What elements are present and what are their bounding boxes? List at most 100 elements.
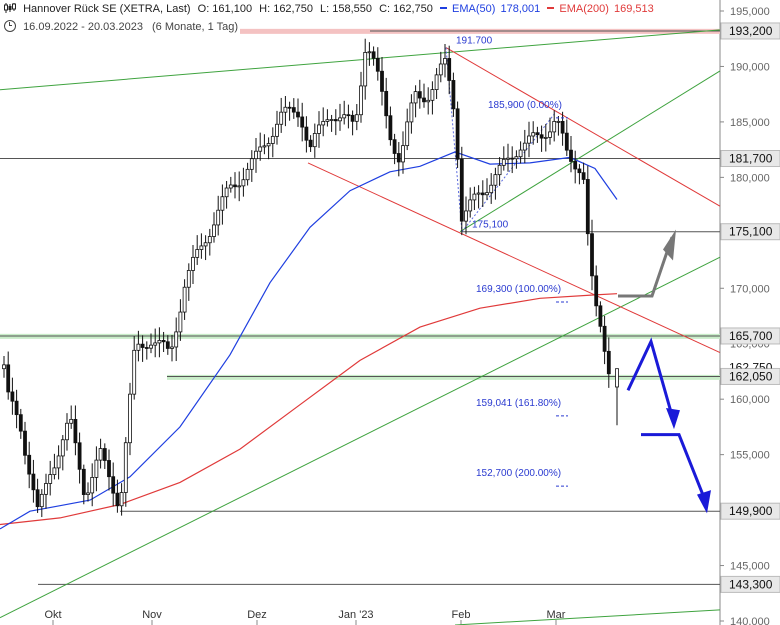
candle-down <box>333 119 338 122</box>
candle-up <box>48 474 53 484</box>
ema50-legend-label: EMA(50) <box>452 3 496 15</box>
candle-down <box>35 489 40 508</box>
candle-up <box>426 99 431 103</box>
candle-down <box>598 305 603 327</box>
candle-down <box>539 134 544 139</box>
blue-scenario-arrow-2 <box>641 433 707 501</box>
chart-title: Hannover Rück SE (XETRA, Last) <box>23 3 191 15</box>
candle-down <box>296 111 300 118</box>
candle-up <box>321 121 326 126</box>
candle-up <box>153 342 158 346</box>
level-box-label: 175,100 <box>729 225 773 239</box>
candle-down <box>161 340 166 343</box>
annotations-layer: 191.700 185,900 (0.00%) 175,100 169,300 (10… <box>456 36 568 487</box>
candle-up <box>241 179 246 187</box>
fib-label: 152,700 (200.00%) <box>476 468 561 479</box>
candle-up <box>199 245 204 250</box>
candle-down <box>115 492 120 507</box>
candle-down <box>392 139 397 154</box>
candle-up <box>186 270 191 288</box>
candle-up <box>65 422 69 441</box>
candle-up <box>132 349 137 395</box>
x-tick-label: Dez <box>247 609 267 621</box>
candle-up <box>434 74 439 90</box>
last-candle-body <box>615 368 619 388</box>
blue-scenario-arrow-1 <box>626 337 675 420</box>
candle-up <box>413 91 418 104</box>
candle-up <box>283 106 288 113</box>
gray-arrowhead <box>663 229 676 261</box>
candle-down <box>585 179 590 235</box>
candle-up <box>501 158 506 166</box>
ema200-legend-label: EMA(200) <box>559 3 609 15</box>
candle-up <box>401 145 405 163</box>
candle-up <box>317 124 321 134</box>
candle-up <box>149 344 153 349</box>
candle-down <box>23 430 27 456</box>
candle-up <box>203 242 208 247</box>
candle-up <box>86 492 90 495</box>
candlestick-chart-icon <box>4 3 16 13</box>
candle-up <box>228 184 233 189</box>
green-trendline-top <box>0 29 721 91</box>
candle-up <box>342 114 347 119</box>
candle-up <box>430 89 435 101</box>
green-trendline-bottom <box>454 609 721 625</box>
y-tick-label: 190,000 <box>730 61 770 73</box>
candle-up <box>224 187 229 198</box>
ema50-legend-value: 178,001 <box>500 3 541 15</box>
candle-up <box>405 121 410 147</box>
candle-down <box>606 350 611 375</box>
candle-up <box>266 143 271 147</box>
chart-header: Hannover Rück SE (XETRA, Last) O: 161,10… <box>4 3 658 17</box>
candle-down <box>346 114 351 117</box>
level-box <box>720 22 780 40</box>
level-box <box>720 502 780 520</box>
candle-down <box>577 168 582 174</box>
candle-down <box>73 418 78 444</box>
candle-up <box>94 459 99 478</box>
candle-up <box>182 286 187 313</box>
candle-up <box>543 136 548 139</box>
candle-up <box>443 58 447 65</box>
support-zone-162 <box>167 374 720 380</box>
fib-label: 185,900 (0.00%) <box>488 100 562 111</box>
ema-layer <box>0 151 618 530</box>
candle-down <box>165 341 170 349</box>
level-box <box>720 150 780 168</box>
x-tick-label: Jan '23 <box>338 609 373 621</box>
candle-up <box>52 467 57 476</box>
candle-down <box>18 414 23 432</box>
fib-label: 175,100 <box>472 220 509 231</box>
candle-up <box>90 477 95 494</box>
grid-layer <box>52 0 724 625</box>
candle-down <box>455 108 460 160</box>
blue-arrowhead-1 <box>666 408 680 430</box>
zones-layer <box>0 28 720 585</box>
candle-up <box>178 311 183 333</box>
y-tick-label: 185,000 <box>730 117 770 129</box>
candle-up <box>136 343 141 351</box>
candle-down <box>233 184 237 188</box>
candle-up <box>258 146 263 152</box>
candle-up <box>548 131 552 138</box>
x-tick-label: Mar <box>547 609 566 621</box>
candle-up <box>472 193 477 201</box>
candle-down <box>535 132 540 136</box>
candle-down <box>480 192 485 196</box>
candle-up <box>493 174 498 186</box>
ema200-legend-value: 169,513 <box>614 3 654 15</box>
candle-up <box>237 185 242 188</box>
candle-down <box>417 91 422 99</box>
ema50-legend-swatch <box>439 7 447 9</box>
retracement-connector <box>461 111 557 233</box>
candle-down <box>308 139 313 148</box>
candle-up <box>212 224 216 237</box>
y-tick-label: 140,000 <box>730 616 770 625</box>
candle-up <box>275 123 279 137</box>
date-range: 16.09.2022 - 20.03.2023 <box>23 21 143 33</box>
candle-up <box>128 393 132 444</box>
candle-up <box>354 114 359 122</box>
clock-icon <box>4 20 16 32</box>
